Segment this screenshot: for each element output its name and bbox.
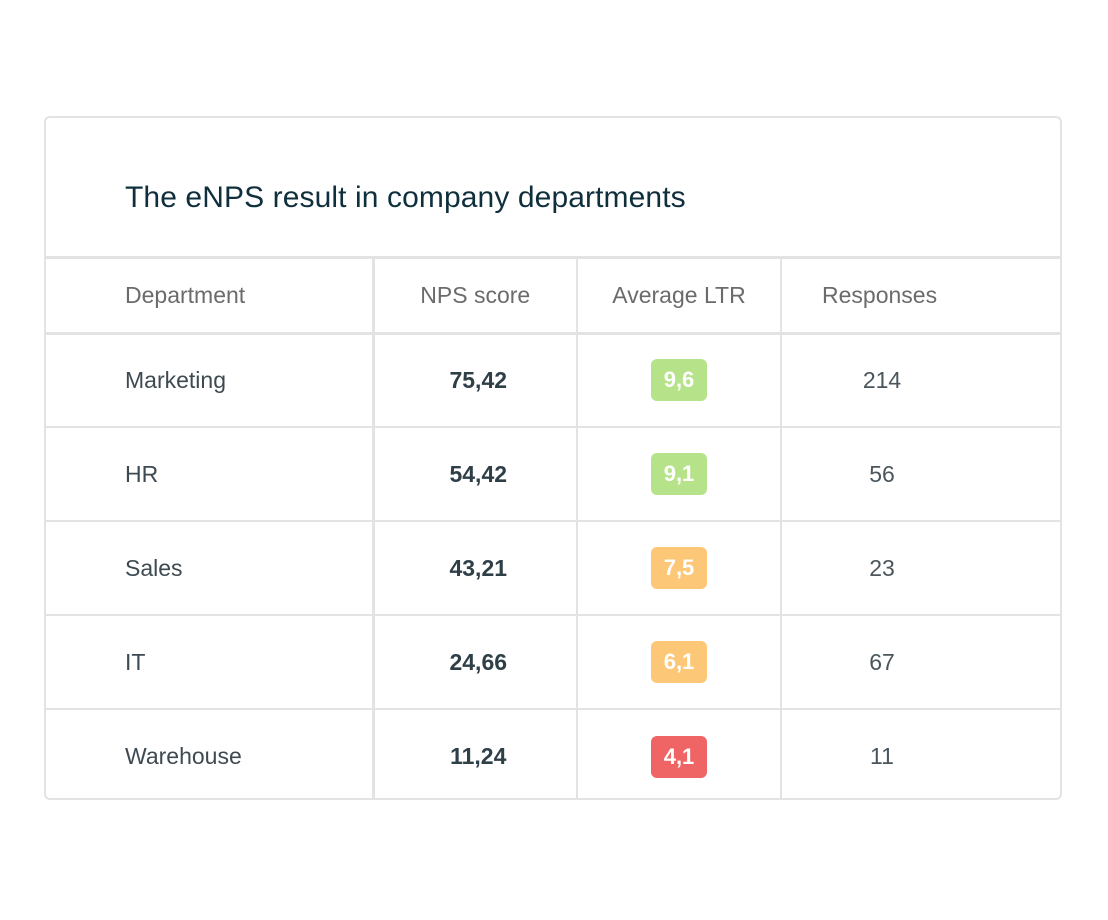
nps-score-cell: 75,42 (373, 333, 578, 428)
average-ltr-cell: 4,1 (577, 709, 782, 798)
ltr-badge: 7,5 (651, 547, 707, 589)
table-row: HR 54,42 9,1 56 (46, 427, 1060, 522)
ltr-badge: 6,1 (651, 641, 707, 683)
department-cell: IT (46, 615, 375, 710)
department-cell: Warehouse (46, 709, 375, 798)
ltr-badge: 4,1 (651, 735, 707, 778)
column-header-department: Department (46, 259, 375, 335)
enps-table: Department NPS score Average LTR Respons… (46, 259, 1060, 798)
table-row: Warehouse 11,24 4,1 11 (46, 709, 1060, 798)
nps-score-cell: 24,66 (373, 615, 578, 710)
responses-cell: 214 (781, 333, 1060, 428)
responses-cell: 11 (870, 743, 894, 769)
responses-cell: 67 (781, 615, 1060, 710)
column-header-average-ltr: Average LTR (577, 259, 782, 335)
column-header-responses: Responses (781, 259, 1060, 335)
card-header: The eNPS result in company departments (46, 118, 1060, 259)
department-cell: Marketing (46, 333, 375, 428)
table-row: Marketing 75,42 9,6 214 (46, 333, 1060, 428)
average-ltr-cell: 9,6 (577, 333, 782, 428)
table-row: IT 24,66 6,1 67 (46, 615, 1060, 710)
responses-cell: 56 (781, 427, 1060, 522)
table-header-row: Department NPS score Average LTR Respons… (46, 259, 1060, 335)
department-cell: HR (46, 427, 375, 522)
table-row: Sales 43,21 7,5 23 (46, 521, 1060, 616)
nps-score-cell: 11,24 (373, 709, 578, 798)
ltr-badge: 9,6 (651, 359, 707, 402)
ltr-badge: 9,1 (651, 453, 707, 495)
average-ltr-cell: 6,1 (577, 615, 782, 710)
department-cell: Sales (46, 521, 375, 616)
column-header-nps-score: NPS score (373, 259, 578, 335)
average-ltr-cell: 9,1 (577, 427, 782, 522)
table-title: The eNPS result in company departments (125, 181, 686, 214)
nps-score-cell: 43,21 (373, 521, 578, 616)
enps-table-card: The eNPS result in company departments D… (44, 116, 1062, 800)
responses-cell: 23 (781, 521, 1060, 616)
average-ltr-cell: 7,5 (577, 521, 782, 616)
nps-score-cell: 54,42 (373, 427, 578, 522)
